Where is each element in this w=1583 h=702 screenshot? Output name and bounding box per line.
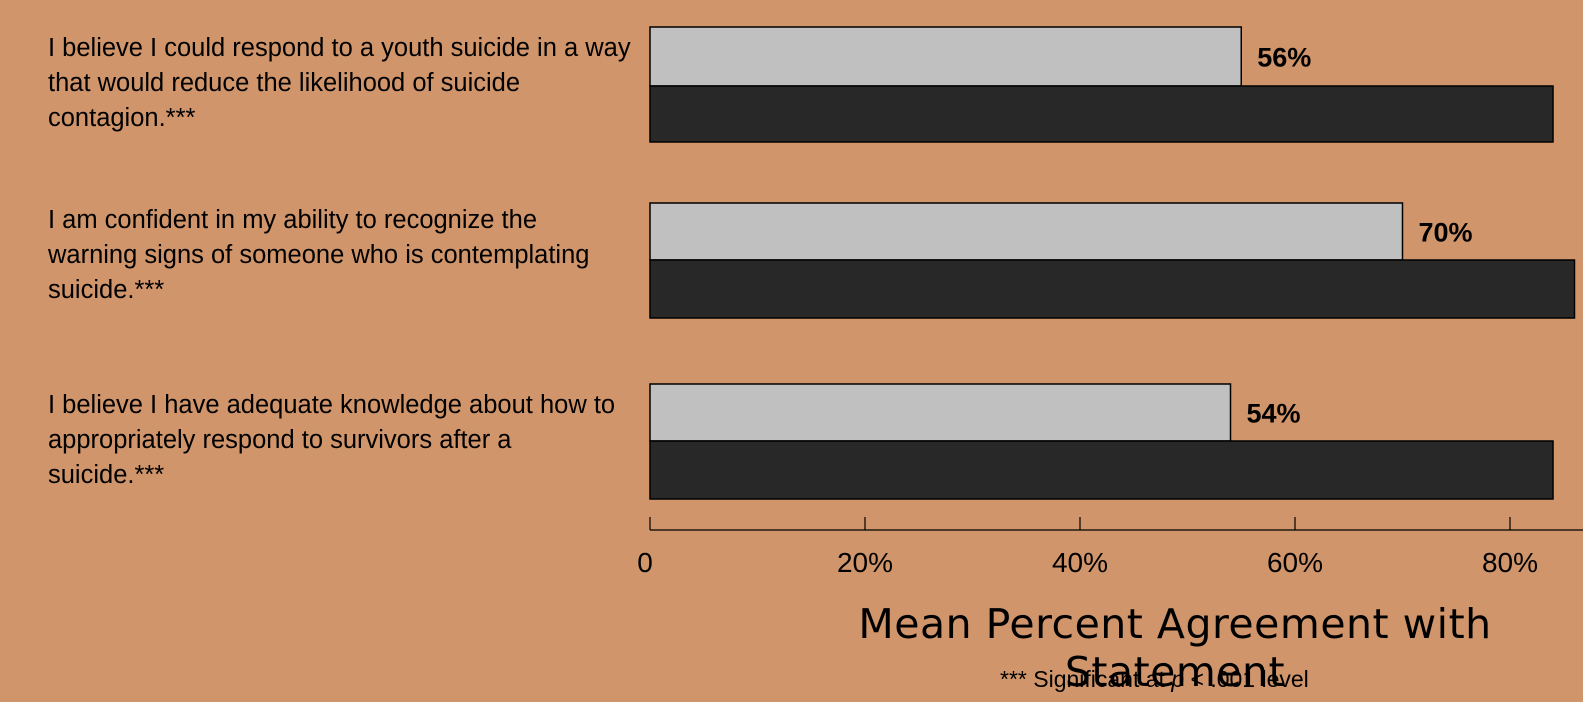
bar-light-1 xyxy=(649,26,1242,87)
bar-dark-2 xyxy=(649,259,1576,319)
x-tick-label-5: 80% xyxy=(1482,547,1538,578)
footnote-suffix: < .001 level xyxy=(1184,666,1309,692)
footnote-p: p xyxy=(1171,666,1185,692)
x-tick-label-1: 0 xyxy=(637,547,653,578)
bar-light-3 xyxy=(649,383,1232,442)
bar-dark-1 xyxy=(649,85,1554,143)
statement-2: I am confident in my ability to recogniz… xyxy=(48,206,590,304)
data-label-1: 56% xyxy=(1257,43,1311,73)
bar-light-2 xyxy=(649,202,1404,261)
x-tick-label-3: 40% xyxy=(1052,547,1108,578)
footnote-prefix: *** Significant at xyxy=(1000,666,1172,692)
x-tick-label-2: 20% xyxy=(837,547,893,578)
statement-3: I believe I have adequate knowledge abou… xyxy=(48,391,616,489)
statement-1: I believe I could respond to a youth sui… xyxy=(48,34,631,132)
significance-footnote: *** Significant at p < .001 level xyxy=(1000,666,1309,693)
bar-dark-3 xyxy=(649,440,1554,500)
x-axis-title: Mean Percent Agreement with Statement xyxy=(858,600,1492,696)
data-label-3: 54% xyxy=(1247,399,1301,429)
x-tick-label-4: 60% xyxy=(1267,547,1323,578)
data-label-2: 70% xyxy=(1419,218,1473,248)
